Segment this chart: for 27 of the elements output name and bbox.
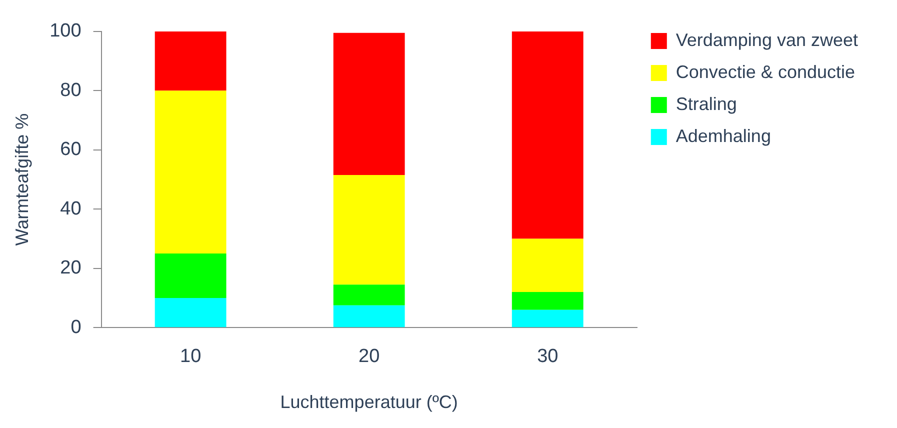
bar <box>154 254 226 298</box>
bar <box>154 31 226 91</box>
x-axis-title: Luchttemperatuur (ºC) <box>280 392 458 412</box>
bar <box>333 284 405 306</box>
x-tick-label: 10 <box>180 346 202 368</box>
y-tick-label: 0 <box>70 316 82 338</box>
x-tick-label: 30 <box>537 346 558 368</box>
bar <box>512 31 584 239</box>
legend-label: Straling <box>676 94 737 114</box>
bar <box>512 238 584 292</box>
bar <box>333 175 405 285</box>
y-tick-label: 80 <box>60 80 82 101</box>
y-tick-label: 40 <box>60 198 82 220</box>
bar <box>333 32 405 176</box>
bar <box>154 90 226 254</box>
y-axis-title: Warmteafgifte % <box>12 113 32 246</box>
x-tick-label: 20 <box>358 346 380 368</box>
bar <box>154 298 226 328</box>
y-tick-label: 20 <box>60 258 82 279</box>
bar <box>333 305 405 328</box>
y-tick-label: 100 <box>50 20 82 42</box>
legend-label: Verdamping van zweet <box>676 30 858 50</box>
legend-label: Convectie & conductie <box>676 62 855 82</box>
bar <box>512 310 584 328</box>
legend-label: Ademhaling <box>676 126 771 146</box>
bar <box>512 292 584 310</box>
y-tick-label: 60 <box>60 139 82 160</box>
